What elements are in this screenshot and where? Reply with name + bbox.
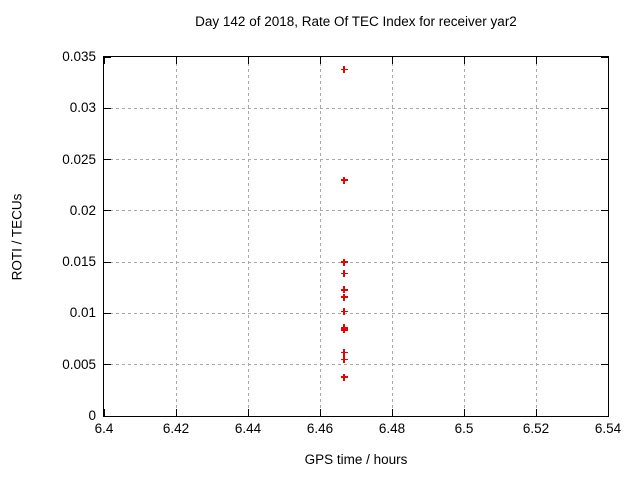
x-tick-mark bbox=[607, 409, 609, 416]
y-tick-label: 0 bbox=[88, 408, 96, 423]
data-point-marker bbox=[340, 326, 348, 334]
x-gridline bbox=[319, 57, 321, 416]
x-tick-label: 6.44 bbox=[234, 421, 262, 436]
x-tick-mark bbox=[319, 57, 321, 64]
y-tick-mark bbox=[104, 261, 111, 263]
y-tick-mark bbox=[104, 312, 111, 314]
data-point-marker bbox=[340, 348, 348, 356]
y-tick-mark bbox=[104, 56, 111, 58]
y-gridline bbox=[104, 210, 608, 212]
x-tick-mark bbox=[463, 409, 465, 416]
data-point-marker bbox=[340, 373, 348, 381]
y-tick-mark bbox=[104, 364, 111, 366]
y-gridline bbox=[104, 159, 608, 161]
x-tick-label: 6.48 bbox=[378, 421, 406, 436]
y-tick-mark bbox=[601, 415, 608, 417]
x-tick-label: 6.52 bbox=[522, 421, 550, 436]
data-point-marker bbox=[340, 269, 348, 277]
x-tick-mark bbox=[319, 409, 321, 416]
x-tick-mark bbox=[391, 409, 393, 416]
y-tick-mark bbox=[601, 364, 608, 366]
x-axis-label: GPS time / hours bbox=[304, 452, 408, 467]
y-tick-mark bbox=[601, 56, 608, 58]
data-point-marker bbox=[340, 307, 348, 315]
y-tick-mark bbox=[601, 312, 608, 314]
data-point-marker bbox=[340, 258, 348, 266]
y-tick-mark bbox=[601, 261, 608, 263]
x-tick-mark bbox=[103, 57, 105, 64]
y-tick-label: 0.025 bbox=[62, 151, 96, 167]
y-axis-label: ROTI / TECUs bbox=[9, 193, 25, 281]
x-tick-label: 6.5 bbox=[454, 421, 474, 436]
plot-area bbox=[103, 56, 609, 417]
x-gridline bbox=[247, 57, 249, 416]
x-tick-mark bbox=[463, 57, 465, 64]
y-tick-label: 0.03 bbox=[69, 100, 96, 116]
y-tick-mark bbox=[104, 107, 111, 109]
y-tick-label: 0.02 bbox=[69, 202, 96, 218]
y-tick-label: 0.005 bbox=[62, 356, 96, 372]
chart-title: Day 142 of 2018, Rate Of TEC Index for r… bbox=[195, 14, 517, 29]
x-tick-mark bbox=[391, 57, 393, 64]
data-point-marker bbox=[340, 176, 348, 184]
y-gridline bbox=[104, 107, 608, 109]
x-tick-label: 6.42 bbox=[162, 421, 190, 436]
x-tick-mark bbox=[247, 409, 249, 416]
data-point-marker bbox=[340, 65, 348, 73]
y-gridline bbox=[104, 312, 608, 314]
x-gridline bbox=[463, 57, 465, 416]
y-tick-mark bbox=[601, 159, 608, 161]
y-tick-mark bbox=[104, 159, 111, 161]
y-tick-label: 0.035 bbox=[62, 49, 96, 64]
x-gridline bbox=[175, 57, 177, 416]
y-gridline bbox=[104, 364, 608, 366]
x-tick-mark bbox=[103, 409, 105, 416]
x-tick-label: 6.4 bbox=[94, 421, 114, 436]
x-tick-label: 6.54 bbox=[594, 421, 622, 436]
data-point-marker bbox=[340, 293, 348, 301]
y-tick-label: 0.01 bbox=[69, 305, 96, 321]
y-gridline bbox=[104, 261, 608, 263]
x-tick-label: 6.46 bbox=[306, 421, 334, 436]
x-tick-mark bbox=[535, 57, 537, 64]
x-tick-mark bbox=[175, 409, 177, 416]
x-tick-mark bbox=[175, 57, 177, 64]
data-point-marker bbox=[340, 286, 348, 294]
y-tick-mark bbox=[601, 107, 608, 109]
data-point-marker bbox=[340, 356, 348, 364]
y-tick-mark bbox=[104, 210, 111, 212]
x-gridline bbox=[535, 57, 537, 416]
x-gridline bbox=[391, 57, 393, 416]
x-tick-mark bbox=[247, 57, 249, 64]
x-tick-mark bbox=[535, 409, 537, 416]
y-tick-mark bbox=[104, 415, 111, 417]
y-tick-mark bbox=[601, 210, 608, 212]
y-tick-label: 0.015 bbox=[62, 254, 96, 270]
x-tick-mark bbox=[607, 57, 609, 64]
